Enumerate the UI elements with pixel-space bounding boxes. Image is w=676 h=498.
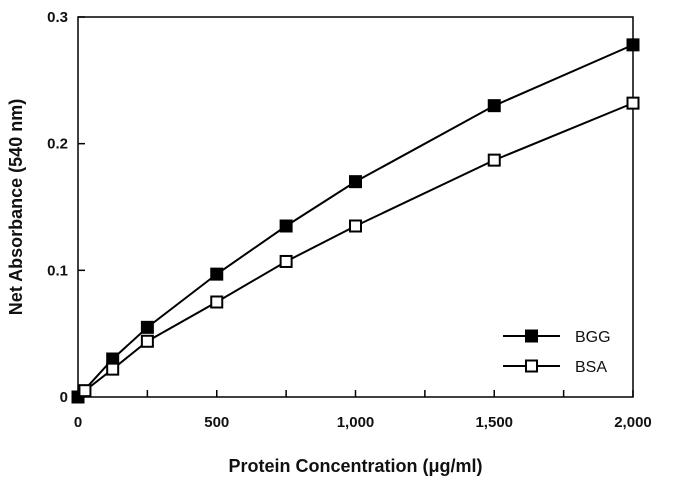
x-tick-label: 0 [74,414,82,431]
x-tick-label: 2,000 [614,414,652,431]
data-point-bgg [349,175,362,189]
data-point-bgg [279,219,293,233]
data-point-bsa [78,384,92,398]
legend-marker [525,359,538,373]
data-point-bgg [140,320,154,334]
x-tick-label: 1,000 [337,414,375,431]
y-tick-label: 0.1 [47,262,68,279]
legend-marker [525,329,538,343]
data-point-bgg [487,99,501,113]
data-point-bsa [487,153,501,167]
y-axis-title: Net Absorbance (540 nm) [6,99,26,315]
data-point-bsa [626,96,640,110]
legend-label: BSA [575,359,607,376]
data-point-bsa [106,362,120,376]
y-tick-label: 0 [60,389,68,406]
x-tick-label: 500 [204,414,229,431]
data-point-bsa [349,219,362,233]
series-bgg [71,38,640,404]
data-point-bsa [210,295,224,309]
legend-item-bsa: BSA [503,359,607,376]
tick-marks: 0 500 1,000 1,500 2,000 0 0.1 0.2 0.3 [47,9,652,431]
series-bsa [78,96,640,398]
legend: BGG BSA [503,329,611,376]
y-tick-label: 0.3 [47,9,68,26]
series-layer [71,38,640,404]
data-point-bsa [279,254,293,268]
plot-frame [77,16,634,398]
y-tick-label: 0.2 [47,136,68,153]
data-point-bgg [626,38,640,52]
data-point-bgg [210,267,224,281]
legend-item-bgg: BGG [503,329,611,346]
axes [77,16,634,398]
data-point-bsa [140,334,154,348]
series-line-bsa [84,102,634,392]
x-tick-label: 1,500 [475,414,513,431]
x-axis-title: Protein Concentration (μg/ml) [228,456,482,476]
legend-label: BGG [575,329,611,346]
